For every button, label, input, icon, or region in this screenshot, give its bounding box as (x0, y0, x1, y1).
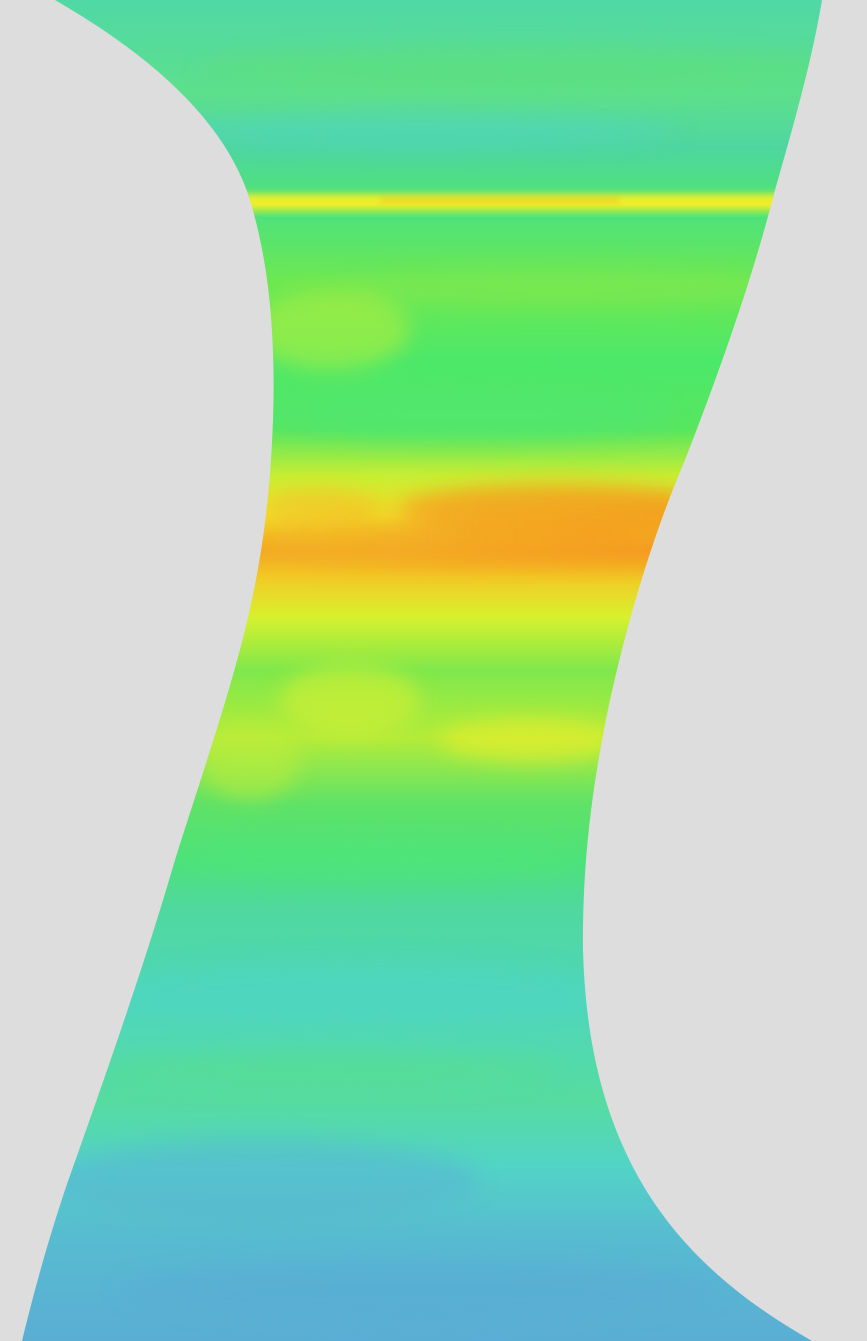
orange-band (250, 500, 690, 570)
yellow-band (240, 196, 780, 206)
